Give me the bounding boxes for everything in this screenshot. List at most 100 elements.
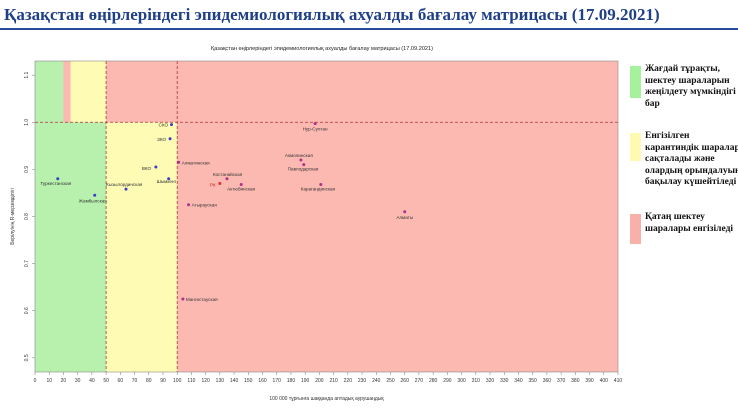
x-tick-label: 390: [585, 378, 594, 384]
x-tick-label: 130: [216, 378, 225, 384]
data-point-label: Алматинская: [182, 160, 211, 165]
x-tick-label: 330: [500, 378, 509, 384]
data-point-label: Актюбинская: [227, 186, 255, 191]
slide-title: Қазақстан өңірлеріндегі эпидемиологиялық…: [4, 5, 660, 24]
x-tick-label: 60: [118, 378, 124, 384]
data-point-label: Жамбылская: [79, 198, 108, 203]
x-tick-label: 160: [258, 378, 267, 384]
y-tick-label: 1.0: [24, 119, 30, 126]
data-point: [187, 203, 191, 207]
x-tick-label: 120: [201, 378, 210, 384]
data-point-label: Кызылординская: [106, 182, 143, 187]
legend-label-yellow: Енгізілген карантиндік шаралар сақталады…: [645, 131, 738, 187]
x-tick-label: 30: [75, 378, 81, 384]
x-tick-label: 370: [557, 378, 566, 384]
x-tick-label: 10: [46, 378, 52, 384]
x-axis-label: 100 000 тұрғынға шаққанда аптадық ауруша…: [269, 396, 384, 402]
data-point: [170, 123, 174, 127]
x-tick-label: 180: [287, 378, 296, 384]
x-tick-label: 190: [301, 378, 310, 384]
x-tick-label: 350: [529, 378, 538, 384]
data-point: [154, 165, 158, 169]
x-tick-label: 280: [429, 378, 438, 384]
legend-label-red: Қатаң шектеу шаралары енгізіледі: [645, 212, 734, 234]
y-axis-label: Берілуінің R-мерзімділігі: [10, 188, 16, 245]
x-tick-label: 270: [415, 378, 424, 384]
x-tick-label: 260: [401, 378, 410, 384]
x-tick-label: 340: [514, 378, 523, 384]
x-tick-label: 20: [61, 378, 67, 384]
zone-green: [35, 122, 107, 373]
legend-swatch-red: [630, 214, 641, 244]
data-point-label: РК: [210, 183, 216, 188]
data-point-label: СКО: [159, 123, 169, 128]
x-tick-label: 410: [614, 378, 623, 384]
data-point: [56, 177, 60, 181]
data-point: [167, 177, 171, 181]
x-tick-label: 220: [344, 378, 353, 384]
data-point-label: Павлодарская: [288, 167, 319, 172]
x-tick-label: 110: [187, 378, 195, 384]
data-point-label: ВКО: [142, 166, 152, 171]
x-tick-label: 0: [34, 378, 37, 384]
zone-yellow: [106, 122, 178, 373]
legend-swatch-yellow: [630, 133, 641, 161]
data-point: [177, 160, 181, 164]
x-tick-label: 360: [543, 378, 552, 384]
data-point: [93, 193, 97, 197]
x-tick-label: 150: [244, 378, 253, 384]
y-tick-label: 0.5: [24, 354, 30, 361]
x-tick-label: 320: [486, 378, 495, 384]
x-tick-label: 380: [571, 378, 580, 384]
y-tick-label: 0.8: [24, 213, 30, 220]
data-point-label: Алматы: [396, 215, 413, 220]
data-point-label: Шымкент: [157, 179, 178, 184]
x-tick-label: 80: [146, 378, 152, 384]
data-point: [313, 122, 317, 126]
x-tick-label: 400: [600, 378, 609, 384]
data-point: [124, 187, 128, 191]
x-tick-label: 230: [358, 378, 367, 384]
title-divider: [0, 28, 738, 30]
x-tick-label: 70: [132, 378, 138, 384]
x-tick-label: 290: [443, 378, 452, 384]
chart-title: Қазақстан өңірлеріндегі эпидемиологиялық…: [211, 46, 433, 52]
x-tick-label: 240: [372, 378, 381, 384]
data-point: [181, 297, 185, 301]
data-point: [239, 182, 243, 186]
data-point: [302, 163, 306, 167]
y-tick-label: 0.9: [24, 166, 30, 173]
data-point-label: Атырауская: [192, 203, 218, 208]
x-tick-label: 170: [273, 378, 282, 384]
x-tick-label: 40: [89, 378, 95, 384]
x-tick-label: 100: [173, 378, 182, 384]
data-point-label: Костанайская: [213, 171, 243, 177]
x-tick-label: 140: [230, 378, 239, 384]
data-point-label: Карагандинская: [301, 186, 336, 191]
x-tick-label: 300: [457, 378, 466, 384]
x-tick-label: 210: [329, 378, 338, 384]
zone-yellow-top: [70, 61, 107, 123]
data-point: [299, 158, 303, 162]
x-tick-label: 250: [386, 378, 395, 384]
data-point-label: Нур-Султан: [303, 127, 328, 132]
data-point: [319, 182, 323, 186]
data-point: [403, 210, 407, 214]
data-point: [218, 182, 222, 186]
x-tick-label: 200: [315, 378, 324, 384]
data-point-label: Туркестанская: [40, 181, 71, 186]
zone-green-top: [35, 61, 64, 123]
scatter-chart: Қазақстан өңірлеріндегі эпидемиологиялық…: [10, 46, 623, 402]
legend-swatch-green: [630, 66, 641, 98]
legend-label-green: Жағдай тұрақты, шектеу шараларын жеңілде…: [645, 64, 736, 109]
y-tick-label: 0.6: [24, 307, 30, 314]
x-tick-label: 310: [472, 378, 481, 384]
data-point-label: ЗКО: [157, 137, 166, 142]
y-tick-label: 0.7: [24, 260, 30, 267]
x-tick-label: 50: [103, 378, 109, 384]
y-tick-label: 1.1: [24, 71, 30, 78]
x-tick-label: 90: [160, 378, 166, 384]
data-point: [168, 137, 172, 141]
data-point-label: Мангистауская: [186, 297, 218, 302]
data-point: [225, 177, 229, 181]
